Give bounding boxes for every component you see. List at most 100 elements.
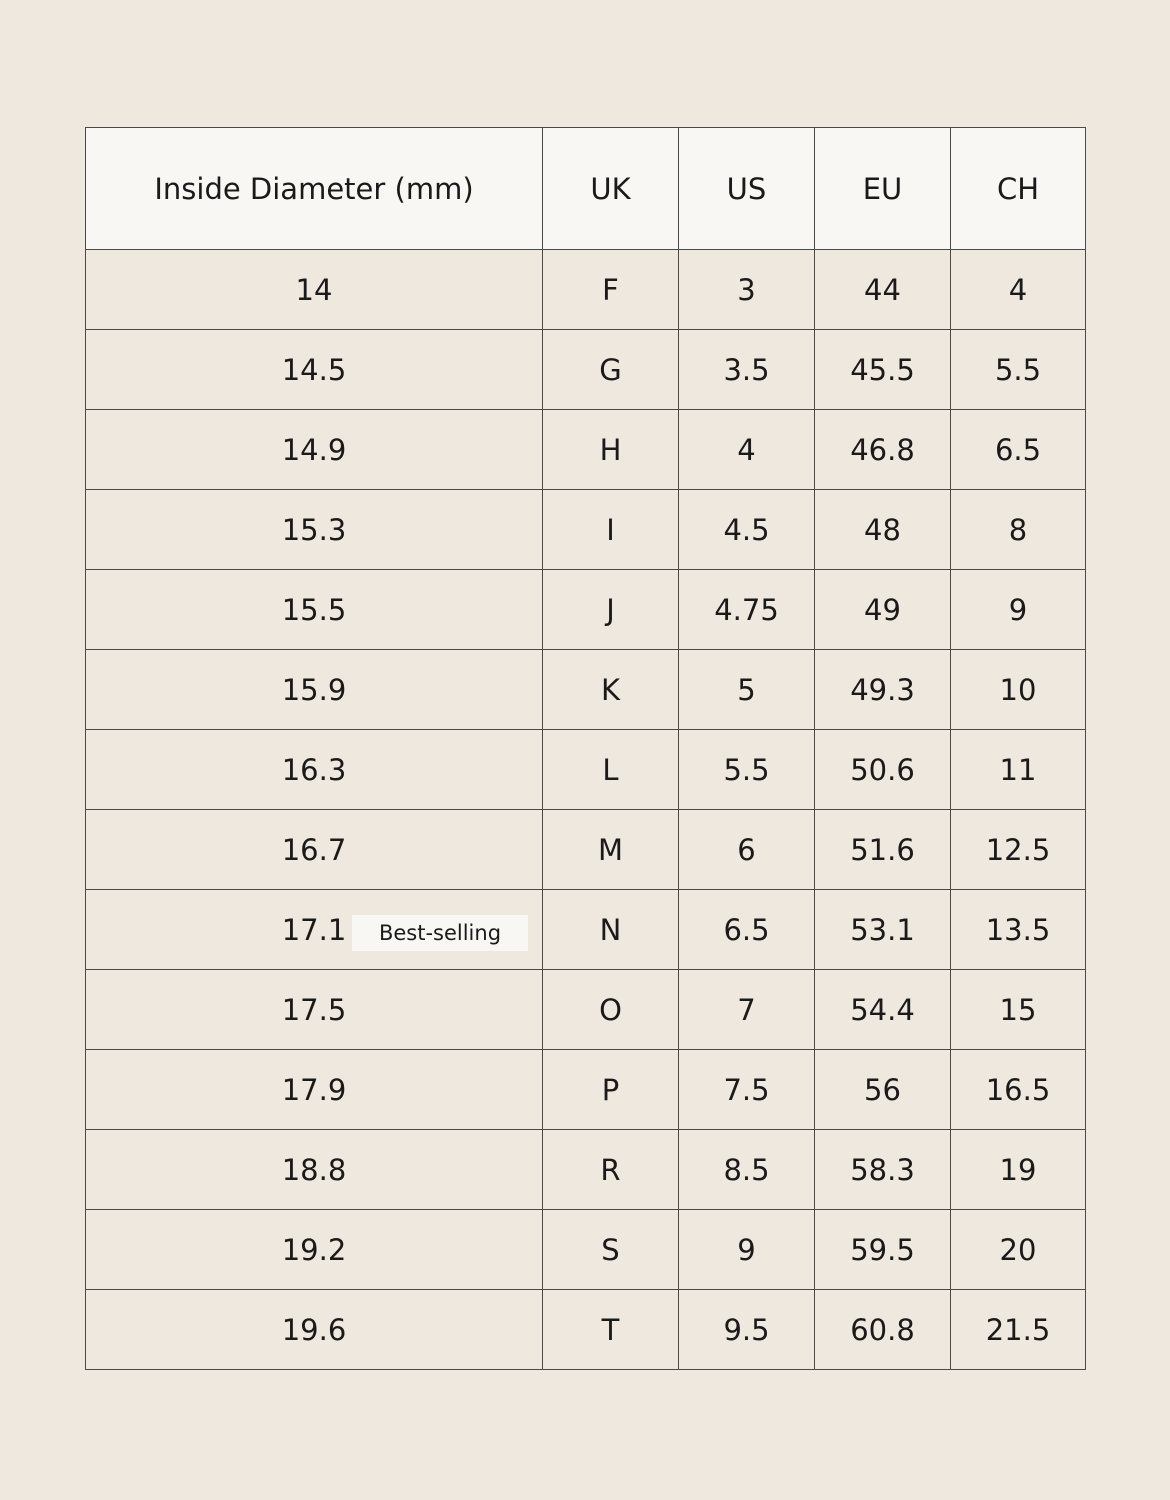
cell-text: 20 bbox=[999, 1232, 1037, 1267]
table-row: 17.1 Best-selling N 6.5 53.1 13.5 bbox=[85, 889, 1086, 970]
table-row: 15.5 J 4.75 49 9 bbox=[85, 569, 1086, 650]
table-cell: 14.9 bbox=[85, 409, 543, 490]
header-cell: EU bbox=[814, 127, 951, 250]
table-cell: 58.3 bbox=[814, 1129, 951, 1210]
cell-text: 6.5 bbox=[994, 432, 1042, 467]
table-cell: 6.5 bbox=[678, 889, 815, 970]
table-row: 17.9 P 7.5 56 16.5 bbox=[85, 1049, 1086, 1130]
table-cell: 16.3 bbox=[85, 729, 543, 810]
table-cell: 15.3 bbox=[85, 489, 543, 570]
table-cell: L bbox=[542, 729, 679, 810]
cell-text: 50.6 bbox=[850, 752, 915, 787]
cell-text: J bbox=[606, 592, 615, 627]
header-cell: US bbox=[678, 127, 815, 250]
table-cell: R bbox=[542, 1129, 679, 1210]
table-cell: 17.1 Best-selling bbox=[85, 889, 543, 970]
cell-text: 21.5 bbox=[985, 1312, 1051, 1347]
table-cell: 45.5 bbox=[814, 329, 951, 410]
cell-text: 11 bbox=[999, 752, 1037, 787]
cell-text: 15.5 bbox=[281, 592, 347, 627]
table-cell: 5.5 bbox=[950, 329, 1086, 410]
table-cell: 16.7 bbox=[85, 809, 543, 890]
cell-text: 9 bbox=[737, 1232, 756, 1267]
table-cell: 49.3 bbox=[814, 649, 951, 730]
table-cell: 53.1 bbox=[814, 889, 951, 970]
table-cell: K bbox=[542, 649, 679, 730]
cell-text: R bbox=[600, 1152, 621, 1187]
table-cell: 14.5 bbox=[85, 329, 543, 410]
cell-text: 17.9 bbox=[281, 1072, 347, 1107]
cell-text: 6 bbox=[737, 832, 756, 867]
table-cell: 18.8 bbox=[85, 1129, 543, 1210]
table-cell: 7 bbox=[678, 969, 815, 1050]
table-cell: 4 bbox=[950, 249, 1086, 330]
table-cell: P bbox=[542, 1049, 679, 1130]
cell-text: 48 bbox=[864, 512, 901, 547]
cell-text: 45.5 bbox=[850, 352, 915, 387]
table-cell: 56 bbox=[814, 1049, 951, 1130]
table-cell: 21.5 bbox=[950, 1289, 1086, 1370]
table-row: 15.9 K 5 49.3 10 bbox=[85, 649, 1086, 730]
table-cell: N bbox=[542, 889, 679, 970]
table-cell: 4.5 bbox=[678, 489, 815, 570]
cell-text: 14.5 bbox=[281, 352, 347, 387]
table-cell: 44 bbox=[814, 249, 951, 330]
cell-text: 6.5 bbox=[723, 912, 770, 947]
table-row: 19.6 T 9.5 60.8 21.5 bbox=[85, 1289, 1086, 1370]
cell-text: 14.9 bbox=[281, 432, 347, 467]
table-cell: 19.6 bbox=[85, 1289, 543, 1370]
table-cell: 19 bbox=[950, 1129, 1086, 1210]
cell-text: G bbox=[599, 352, 622, 387]
cell-text: 18.8 bbox=[281, 1152, 347, 1187]
cell-text: 58.3 bbox=[850, 1152, 915, 1187]
table-cell: 17.5 bbox=[85, 969, 543, 1050]
table-row: 18.8 R 8.5 58.3 19 bbox=[85, 1129, 1086, 1210]
table-cell: 8 bbox=[950, 489, 1086, 570]
table-cell: 5 bbox=[678, 649, 815, 730]
cell-text: 3.5 bbox=[723, 352, 770, 387]
cell-text: 19.2 bbox=[281, 1232, 347, 1267]
cell-text: 46.8 bbox=[850, 432, 915, 467]
table-row: 14.5 G 3.5 45.5 5.5 bbox=[85, 329, 1086, 410]
table-cell: 51.6 bbox=[814, 809, 951, 890]
cell-text: 15 bbox=[999, 992, 1037, 1027]
table-cell: 49 bbox=[814, 569, 951, 650]
cell-text: S bbox=[601, 1232, 620, 1267]
cell-text: 5 bbox=[737, 672, 756, 707]
table-row: 19.2 S 9 59.5 20 bbox=[85, 1209, 1086, 1290]
table-cell: 9.5 bbox=[678, 1289, 815, 1370]
header-cell: CH bbox=[950, 127, 1086, 250]
table-cell: 14 bbox=[85, 249, 543, 330]
cell-text: 19.6 bbox=[281, 1312, 347, 1347]
badge: Best-selling bbox=[352, 915, 528, 951]
cell-text: 54.4 bbox=[850, 992, 915, 1027]
cell-text: 4 bbox=[1008, 272, 1028, 307]
header-row: Inside Diameter (mm) UK US EU CH bbox=[85, 127, 1086, 250]
cell-text: 16.5 bbox=[985, 1072, 1051, 1107]
cell-text: 15.9 bbox=[281, 672, 347, 707]
table-cell: 3 bbox=[678, 249, 815, 330]
table-cell: 7.5 bbox=[678, 1049, 815, 1130]
table-cell: 15.9 bbox=[85, 649, 543, 730]
table-cell: 4.75 bbox=[678, 569, 815, 650]
cell-text: 5.5 bbox=[723, 752, 770, 787]
table-row: 17.5 O 7 54.4 15 bbox=[85, 969, 1086, 1050]
cell-text: M bbox=[597, 832, 624, 867]
table-cell: S bbox=[542, 1209, 679, 1290]
cell-text: 15.3 bbox=[281, 512, 347, 547]
table-cell: J bbox=[542, 569, 679, 650]
cell-text: 4.5 bbox=[723, 512, 770, 547]
table-cell: H bbox=[542, 409, 679, 490]
cell-text: N bbox=[599, 912, 622, 947]
cell-text: 51.6 bbox=[850, 832, 915, 867]
table-cell: 60.8 bbox=[814, 1289, 951, 1370]
table-row: 14.9 H 4 46.8 6.5 bbox=[85, 409, 1086, 490]
table-cell: 9 bbox=[950, 569, 1086, 650]
cell-text: 7.5 bbox=[723, 1072, 770, 1107]
size-table: Inside Diameter (mm) UK US EU CH 14 F 3 44 4 14.5… bbox=[85, 127, 1086, 1370]
cell-text: 17.1 bbox=[281, 912, 347, 947]
cell-text: 13.5 bbox=[985, 912, 1051, 947]
table-cell: 50.6 bbox=[814, 729, 951, 810]
cell-text: P bbox=[601, 1072, 620, 1107]
